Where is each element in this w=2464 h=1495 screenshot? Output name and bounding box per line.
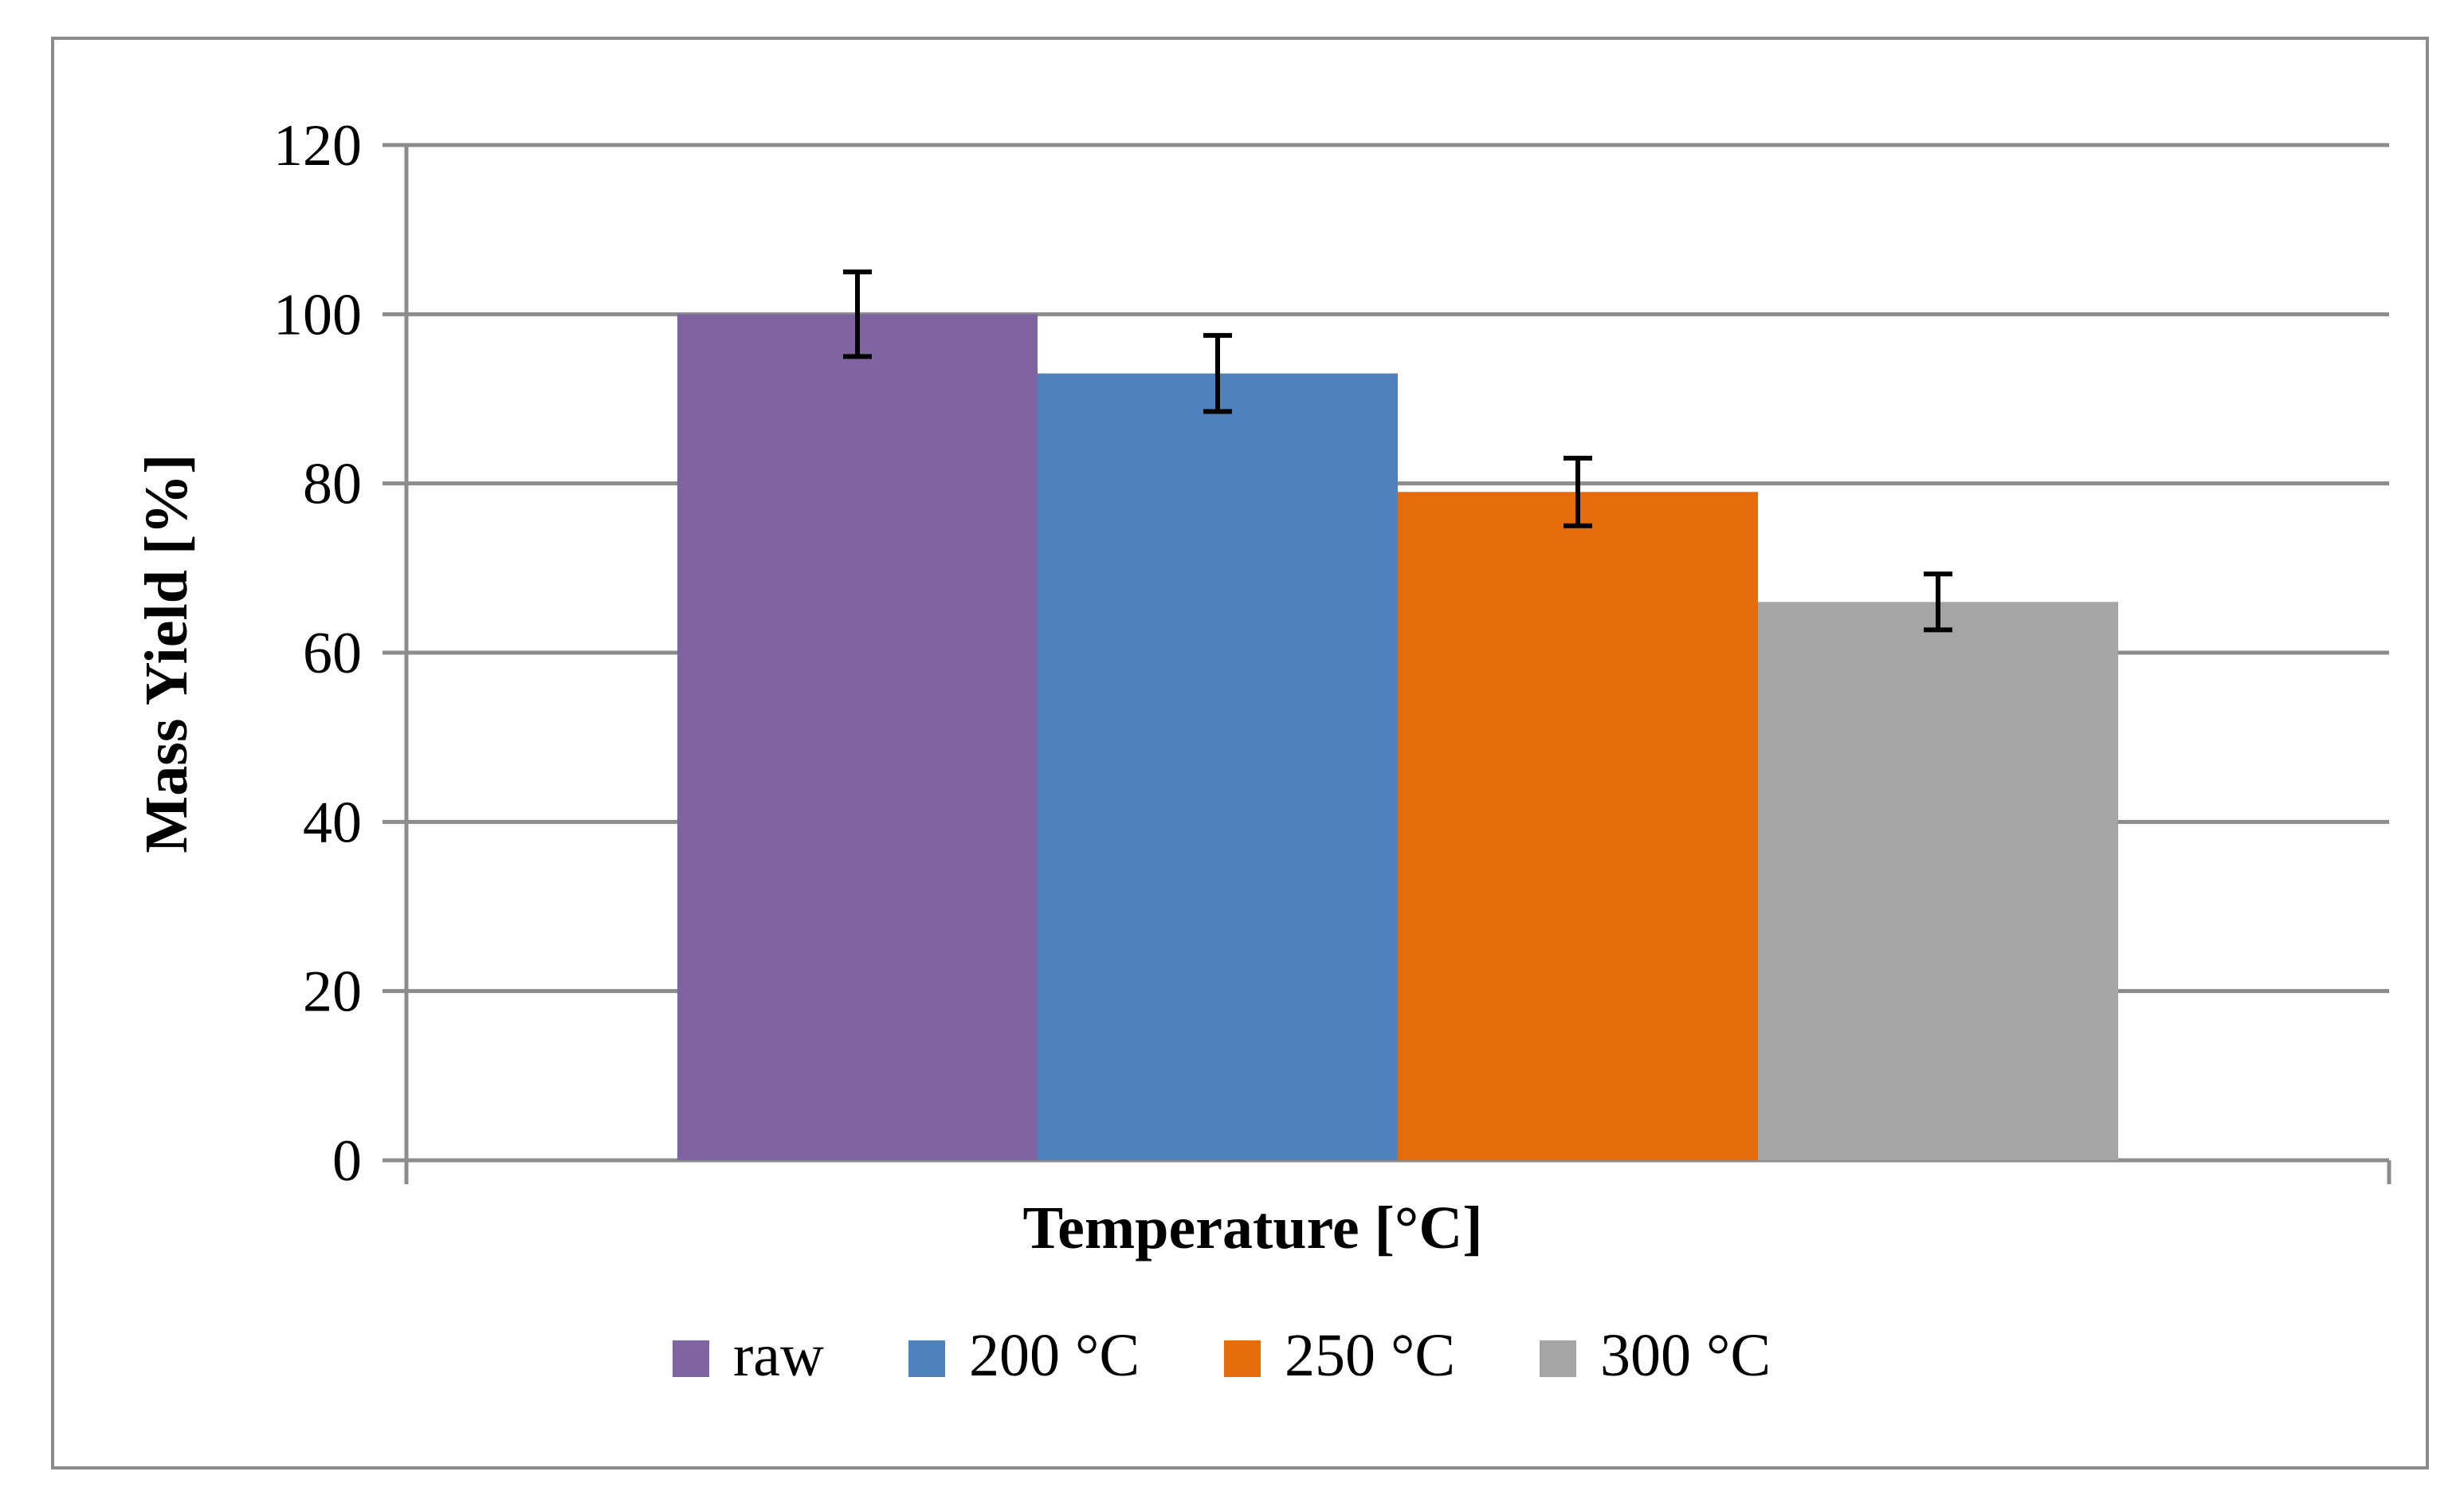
y-axis-label: Mass Yield [%] xyxy=(133,454,200,853)
y-tick-label: 60 xyxy=(303,621,362,686)
legend-swatch xyxy=(1540,1340,1576,1377)
bar-300-c xyxy=(1758,602,2118,1160)
legend-label: 250 °C xyxy=(1285,1322,1455,1389)
legend-label: raw xyxy=(733,1322,824,1389)
legend-label: 200 °C xyxy=(969,1322,1140,1389)
bar-200-c xyxy=(1038,373,1398,1160)
bar-raw xyxy=(677,314,1038,1160)
error-bars xyxy=(843,269,1952,633)
y-tick-label: 120 xyxy=(273,113,362,179)
legend: raw 200 °C 250 °C 300 °C xyxy=(673,1322,1771,1389)
y-tick-label: 0 xyxy=(332,1128,362,1194)
y-tick-label: 20 xyxy=(303,959,362,1025)
y-tick-label: 40 xyxy=(303,790,362,855)
bar-250-c xyxy=(1398,492,1758,1160)
y-tick-label: 80 xyxy=(303,452,362,517)
legend-swatch xyxy=(673,1340,709,1377)
chart-frame xyxy=(51,37,2429,1469)
x-axis-label: Temperature [°C] xyxy=(1022,1195,1482,1262)
legend-swatch xyxy=(1224,1340,1261,1377)
legend-swatch xyxy=(908,1340,945,1377)
bars xyxy=(677,314,2118,1160)
legend-label: 300 °C xyxy=(1600,1322,1771,1389)
y-tick-label: 100 xyxy=(273,282,362,347)
y-tick-labels: 0 20 40 60 80 100 120 xyxy=(273,113,362,1194)
